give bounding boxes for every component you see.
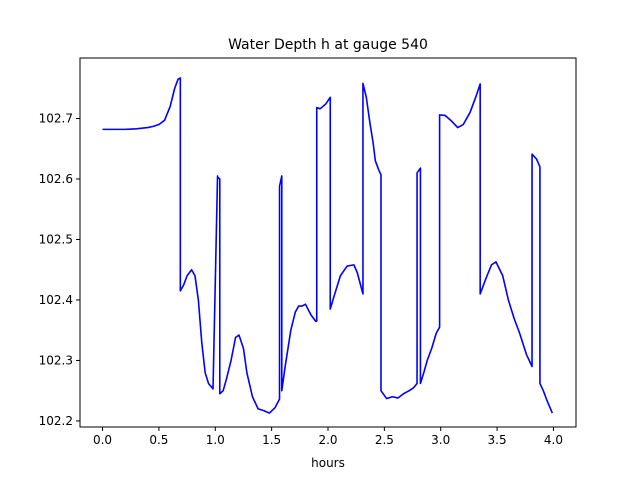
y-axis-ticks: 102.2 102.3 102.4 102.5 102.6 102.7	[39, 111, 80, 428]
x-tick-label: 2.5	[375, 433, 394, 447]
y-tick-label: 102.3	[39, 353, 73, 367]
chart-title: Water Depth h at gauge 540	[228, 37, 428, 53]
series-line	[102, 77, 554, 414]
x-tick-label: 2.0	[318, 433, 337, 447]
x-tick-label: 1.5	[262, 433, 281, 447]
y-tick-label: 102.4	[39, 293, 73, 307]
series-layer	[102, 77, 554, 414]
x-tick-label: 3.5	[488, 433, 507, 447]
y-tick-label: 102.2	[39, 414, 73, 428]
y-tick-label: 102.7	[39, 111, 73, 125]
x-tick-label: 3.0	[431, 433, 450, 447]
x-tick-label: 0.0	[93, 433, 112, 447]
y-tick-label: 102.5	[39, 232, 73, 246]
x-tick-label: 0.5	[149, 433, 168, 447]
x-tick-label: 4.0	[544, 433, 563, 447]
x-tick-label: 1.0	[206, 433, 225, 447]
y-tick-label: 102.6	[39, 172, 73, 186]
x-axis-ticks: 0.0 0.5 1.0 1.5 2.0 2.5 3.0 3.5 4.0	[93, 427, 563, 447]
x-axis-label: hours	[311, 456, 345, 470]
